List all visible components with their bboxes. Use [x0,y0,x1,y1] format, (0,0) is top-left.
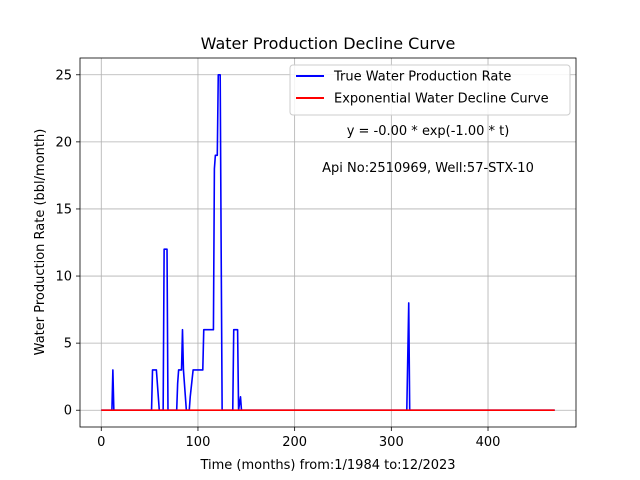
x-tick-label: 300 [379,435,404,450]
chart-title: Water Production Decline Curve [201,34,456,53]
well-annotation: Api No:2510969, Well:57-STX-10 [322,161,534,176]
y-tick-label: 20 [55,135,72,150]
x-tick-label: 200 [282,435,307,450]
x-tick-label: 100 [186,435,211,450]
legend-label-true-rate: True Water Production Rate [333,70,511,85]
y-tick-label: 10 [55,270,72,285]
equation-annotation: y = -0.00 * exp(-1.00 * t) [347,124,510,139]
plot-series [101,73,555,412]
axis-ticks: 0 100 200 300 400 0 5 10 15 20 25 [55,68,500,450]
y-tick-label: 15 [55,202,72,217]
legend-box [289,64,571,116]
y-tick-label: 25 [55,68,72,83]
legend: True Water Production Rate Exponential W… [289,64,571,116]
y-tick-label: 5 [64,337,72,352]
x-tick-label: 0 [97,435,105,450]
y-tick-label: 0 [64,404,72,419]
legend-label-decline-curve: Exponential Water Decline Curve [334,92,549,107]
plot-frame [79,57,577,428]
y-axis-label: Water Production Rate (bbl/month) [33,129,48,356]
x-axis-label: Time (months) from:1/1984 to:12/2023 [199,458,455,473]
x-tick-label: 400 [476,435,501,450]
